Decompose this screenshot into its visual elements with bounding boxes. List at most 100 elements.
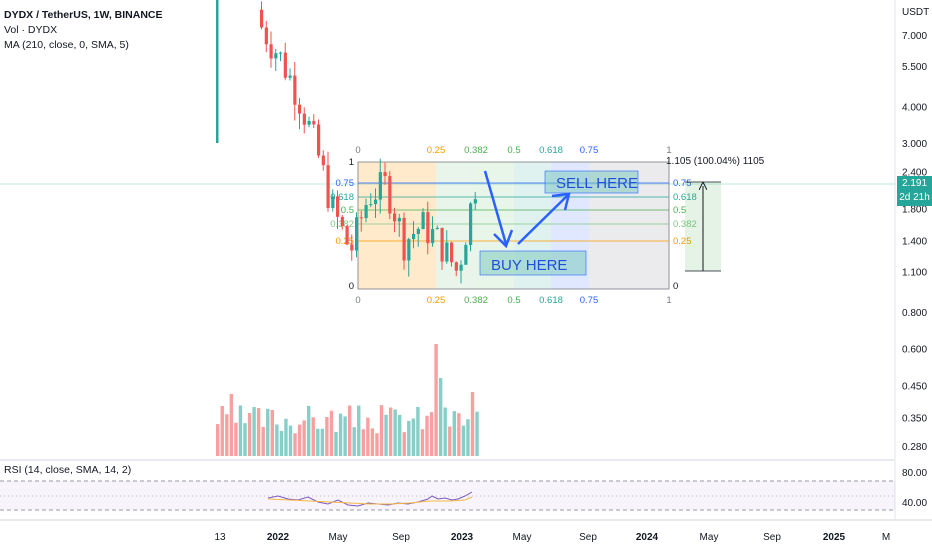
rsi-tick-1: 40.00 — [902, 498, 927, 509]
fib-time-top-3: 0.5 — [507, 145, 520, 156]
volume-bar-17 — [293, 433, 297, 456]
candle-42 — [454, 262, 458, 271]
price-tick-7: 1.100 — [902, 267, 927, 278]
candle-19 — [345, 226, 349, 245]
fib-price-left-2: 0.5 — [341, 205, 354, 216]
fib-time-top-1: 0.25 — [427, 145, 446, 156]
fib-price-right-4: 0.25 — [673, 236, 692, 247]
volume-bar-0 — [216, 424, 220, 456]
time-tick-10: 2025 — [823, 532, 846, 543]
candle-26 — [378, 172, 382, 200]
rsi-pane — [0, 480, 895, 511]
fib-time-bottom-6: 1 — [666, 295, 671, 306]
candle-12 — [312, 120, 316, 125]
fib-time-bottom-1: 0.25 — [427, 295, 446, 306]
up-arrow-head — [551, 192, 571, 211]
candle-7 — [288, 75, 292, 78]
time-tick-5: May — [513, 532, 532, 543]
candle-36 — [426, 212, 430, 244]
annotations[interactable]: SELL HERE BUY HERE — [479, 170, 639, 276]
volume-bar-24 — [325, 416, 329, 456]
volume-bar-38 — [388, 407, 393, 456]
time-tick-1: 2022 — [267, 532, 290, 543]
candle-31 — [402, 217, 406, 261]
price-axis[interactable]: 7.000 5.500 4.000 3.000 2.400 1.800 1.400 1.100… — [902, 31, 927, 453]
volume-bar-25 — [329, 410, 334, 456]
legend-ma[interactable]: MA (210, close, 0, SMA, 5) — [4, 39, 129, 51]
volume-bar-3 — [229, 394, 234, 456]
volume-bar-31 — [357, 405, 361, 456]
candle-33 — [412, 233, 416, 240]
time-tick-8: May — [700, 532, 719, 543]
candle-17 — [336, 196, 340, 217]
fib-labels-right: 0.75 0.618 0.5 0.382 0.25 0 — [673, 178, 697, 292]
price-axis-unit: USDT — [902, 7, 929, 18]
volume-bar-18 — [297, 424, 302, 456]
candle-2 — [264, 27, 268, 45]
rsi-legend[interactable]: RSI (14, close, SMA, 14, 2) — [4, 464, 132, 476]
price-range-measure[interactable]: 1.105 (100.04%) 1105 — [666, 156, 765, 272]
candle-20 — [350, 244, 354, 251]
time-tick-4: 2023 — [451, 532, 474, 543]
volume-bar-54 — [461, 425, 466, 456]
volume-bar-49 — [438, 378, 443, 456]
volume-bar-7 — [247, 413, 252, 456]
legend-volume[interactable]: Vol · DYDX — [4, 24, 58, 36]
candle-29 — [393, 213, 397, 222]
candles — [216, 0, 477, 284]
price-badge-value: 2.191 — [901, 178, 928, 189]
fib-price-left-0: 0.75 — [336, 178, 355, 189]
fib-price-left-4: 0.25 — [336, 236, 355, 247]
up-arrow-line — [517, 194, 569, 245]
candle-37 — [431, 229, 435, 244]
volume-bar-57 — [475, 411, 479, 456]
candle-30 — [397, 217, 401, 222]
candle-38 — [435, 227, 439, 230]
volume-bar-27 — [338, 413, 343, 456]
candle-35 — [421, 212, 425, 229]
down-arrow-line — [483, 170, 508, 245]
volume-bar-42 — [407, 420, 411, 456]
fib-side-top: 1 — [349, 157, 354, 168]
volume-bar-11 — [266, 408, 270, 456]
price-tick-2: 4.000 — [902, 102, 927, 113]
fib-price-left-1: 0.618 — [330, 192, 354, 203]
candle-32 — [407, 239, 411, 261]
fib-time-top-5: 0.75 — [580, 145, 599, 156]
candle-21 — [355, 217, 359, 251]
candle-45 — [469, 203, 473, 245]
price-tick-1: 5.500 — [902, 62, 927, 73]
sell-here-label: SELL HERE — [556, 175, 638, 192]
buy-here-label: BUY HERE — [491, 257, 567, 274]
volume-bar-53 — [457, 413, 461, 456]
volume-bar-56 — [470, 392, 475, 456]
fib-price-right-1: 0.618 — [673, 192, 697, 203]
volume-bar-14 — [279, 430, 284, 456]
legend-symbol[interactable]: DYDX / TetherUS, 1W, BINANCE — [4, 9, 163, 21]
candle-27 — [383, 172, 387, 177]
candle-4 — [274, 53, 278, 59]
volume-bar-12 — [270, 409, 274, 456]
price-tick-6: 1.400 — [902, 237, 927, 248]
candle-40 — [445, 242, 449, 262]
candle-18 — [340, 216, 344, 227]
volume-bar-46 — [425, 415, 429, 456]
volume-bar-5 — [238, 405, 243, 456]
time-axis[interactable]: 13 2022 May Sep 2023 May Sep 2024 May Sep 2025 M — [214, 532, 890, 543]
volume-bar-19 — [302, 420, 306, 456]
volume-bar-28 — [343, 416, 347, 456]
candle-39 — [440, 227, 444, 262]
candle-8 — [293, 75, 297, 105]
volume-bar-41 — [402, 432, 406, 456]
candle-44 — [464, 244, 468, 265]
volume-bar-13 — [275, 424, 279, 456]
fib-labels-top: 0 0.25 0.382 0.5 0.618 0.75 1 — [355, 145, 671, 156]
time-tick-0: 13 — [214, 532, 226, 543]
volume-bar-33 — [366, 417, 370, 456]
time-tick-9: Sep — [763, 532, 781, 543]
candle-9 — [298, 104, 302, 114]
time-tick-7: 2024 — [636, 532, 659, 543]
candle-28 — [388, 176, 392, 214]
candle-5 — [279, 52, 283, 54]
